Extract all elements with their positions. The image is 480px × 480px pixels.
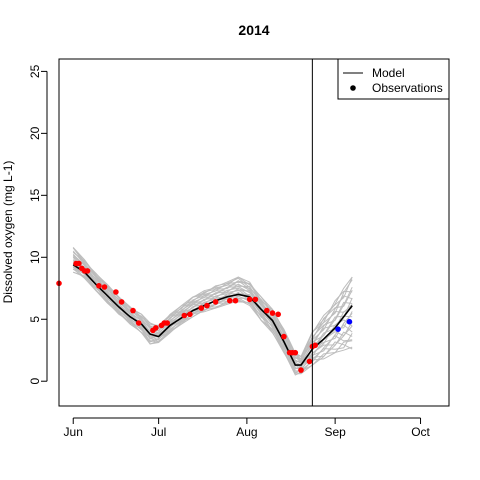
x-tick-label: Jun (64, 425, 83, 439)
forecast-observation-point (335, 326, 341, 333)
observation-point (181, 312, 188, 319)
observation-point (232, 297, 239, 304)
observation-point (281, 333, 287, 340)
plot-frame (58, 58, 450, 407)
y-tick-label: 5 (28, 316, 42, 323)
y-tick-label: 15 (28, 188, 42, 202)
x-axis: Jun Jul Aug Sep Oct (64, 417, 431, 439)
observation-point (227, 297, 233, 304)
observation-point (306, 358, 313, 365)
observation-point (269, 310, 276, 316)
observation-point (187, 311, 193, 318)
observation-point (264, 307, 270, 314)
observations-layer (56, 260, 319, 373)
observation-point (113, 289, 119, 295)
legend: Model Observations (337, 58, 450, 100)
y-tick-label: 25 (28, 64, 42, 78)
observation-point (292, 349, 299, 356)
observation-point (130, 307, 136, 314)
ensemble-member-line (72, 255, 353, 363)
y-axis: 0 5 10 15 20 25 (28, 64, 48, 385)
observation-point (312, 342, 319, 349)
forecast-observation-point (346, 318, 353, 325)
observation-point (135, 320, 142, 326)
y-tick-label: 20 (28, 126, 42, 140)
legend-observations-label: Observations (372, 81, 443, 95)
observation-point (204, 302, 210, 309)
observation-point (153, 325, 159, 331)
observation-point (252, 296, 259, 303)
observation-point (275, 311, 282, 318)
legend-model-label: Model (372, 66, 405, 80)
legend-observations-swatch (350, 85, 356, 91)
ensemble-member-line (72, 263, 353, 366)
observation-point (212, 299, 219, 305)
x-tick-label: Jul (151, 425, 166, 439)
x-tick-label: Aug (236, 425, 257, 439)
forecast-observations-layer (335, 318, 353, 333)
y-tick-label: 0 (28, 378, 42, 385)
y-tick-label: 10 (28, 250, 42, 264)
chart-title: 2014 (238, 22, 269, 38)
legend-box (337, 58, 450, 100)
observation-point (101, 284, 108, 290)
observation-point (96, 283, 102, 289)
observation-point (164, 320, 170, 326)
observation-point (298, 367, 304, 373)
observation-point (118, 299, 125, 305)
observation-point (246, 296, 253, 303)
observation-point (84, 268, 91, 274)
x-tick-label: Oct (411, 425, 430, 439)
observation-point (76, 260, 82, 267)
y-axis-label: Dissolved oxygen (mg L-1) (1, 161, 15, 304)
x-tick-label: Sep (324, 425, 346, 439)
observation-point (198, 305, 205, 311)
